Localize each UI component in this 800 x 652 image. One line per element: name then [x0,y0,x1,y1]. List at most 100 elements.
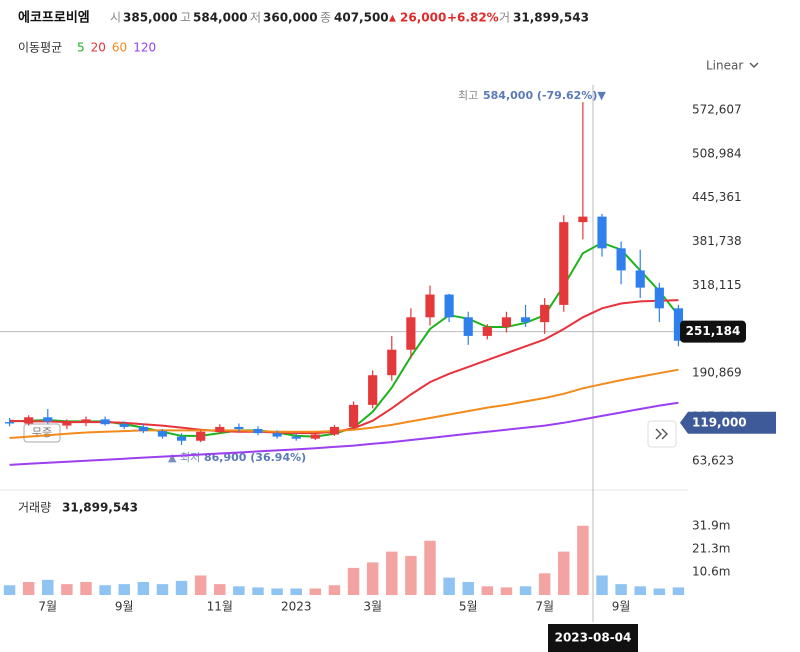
volume-tick-label: 10.6m [692,564,730,578]
volume-bar [424,540,436,595]
field-label: 시 [110,11,121,25]
x-tick-label: 9월 [115,600,134,614]
volume-tick-label: 21.3m [692,541,730,555]
y-tick-label: 572,607 [692,102,742,116]
volume-bar [309,588,322,595]
candle-body [43,417,53,422]
candle-body [597,216,607,249]
candle-body [348,404,359,427]
moving-average-line [9,299,679,435]
y-tick-label: 318,115 [692,278,742,292]
y-tick-label: 381,738 [692,234,742,248]
high-prefix: 최고 [458,89,478,102]
moving-average-line [9,241,680,438]
candle-body [482,326,492,336]
volume-bar [366,562,379,595]
y-tick-label: 445,361 [692,190,742,204]
candle-body [81,419,91,423]
field-value: 407,500 [334,11,389,25]
volume-bar [252,587,264,595]
last-price-tag [680,411,776,434]
volume-bar [481,586,494,595]
dropdown-icon[interactable] [749,62,759,68]
scale-mode[interactable]: Linear [706,59,743,73]
volume-bar [386,551,398,595]
candle-body [272,433,282,437]
field-value: 385,000 [123,11,178,25]
legend-entry: 60 [112,41,127,55]
scroll-button[interactable] [647,420,677,448]
volume-bar [328,585,341,595]
change-amount: 26,000 [400,11,446,25]
volume-bar [42,579,54,595]
volume-bar [538,573,551,595]
volume-bar [175,580,188,595]
x-tick-label: 11월 [207,600,233,614]
volume-bar [405,555,417,595]
volume-value: 31,899,543 [62,501,138,515]
candle-body [215,426,225,432]
volume-title: 거래량 [18,501,51,515]
volume-bar [118,584,130,595]
x-tick-label: 5월 [459,600,478,614]
volume-bar [615,584,627,595]
candle-body [673,308,684,341]
candle-body [368,375,378,405]
field-label: 고 [180,11,191,25]
candle-body [616,248,626,271]
moving-average-line [9,401,679,466]
candle-body [406,317,416,350]
candle-body [100,419,110,425]
candle-body [310,434,320,439]
candle-body [501,317,512,327]
candle-body [4,422,15,424]
field-value: 584,000 [193,11,248,25]
x-tick-label: 7월 [38,600,57,614]
volume-bar [519,586,532,595]
high-annotation: 584,000 (-79.62%)▼ [483,89,606,102]
volume-bar [99,585,111,595]
volume-bar [156,584,169,595]
volume-bar [214,584,226,595]
stock-name: 에코프로비엠 [18,10,90,26]
change-percent: +6.82% [447,11,499,25]
volume-bar [462,581,474,595]
x-tick-label: 3월 [363,600,382,614]
date-tag [548,624,638,652]
candle-body [578,216,588,223]
volume-tick-label: 31.9m [692,518,730,532]
candle-body [291,436,301,439]
volume-bar [3,585,16,595]
candle-body [559,222,569,305]
volume-bar [290,588,302,595]
candle-body [387,349,397,376]
volume-bar [672,587,685,595]
x-tick-label: 7월 [535,600,554,614]
scroll-icon[interactable] [655,428,668,440]
candle-body [119,424,129,427]
volume-bar [558,551,570,595]
crosshair-price-tag [680,320,746,343]
legend-entry: 5 [77,41,85,55]
moving-average-line [9,368,679,439]
field-label: 거 [499,11,510,25]
candle-body [654,287,664,309]
candle-body [444,294,454,318]
candle-body [157,431,168,437]
volume-bar [22,581,35,595]
field-value: 31,899,543 [513,11,589,25]
candle-body [425,294,435,318]
volume-bar [577,525,589,595]
x-tick-label: 9월 [612,600,631,614]
field-value: 360,000 [263,11,318,25]
date-label: 2023-08-04 [555,631,632,645]
event-box [23,423,61,443]
volume-bar [500,587,513,595]
y-tick-label: 63,623 [692,453,734,467]
volume-bar [137,581,150,595]
candle-body [540,304,550,323]
crosshair-price-label: 251,184 [686,324,741,338]
volume-bar [653,588,666,595]
volume-bar [443,577,455,595]
